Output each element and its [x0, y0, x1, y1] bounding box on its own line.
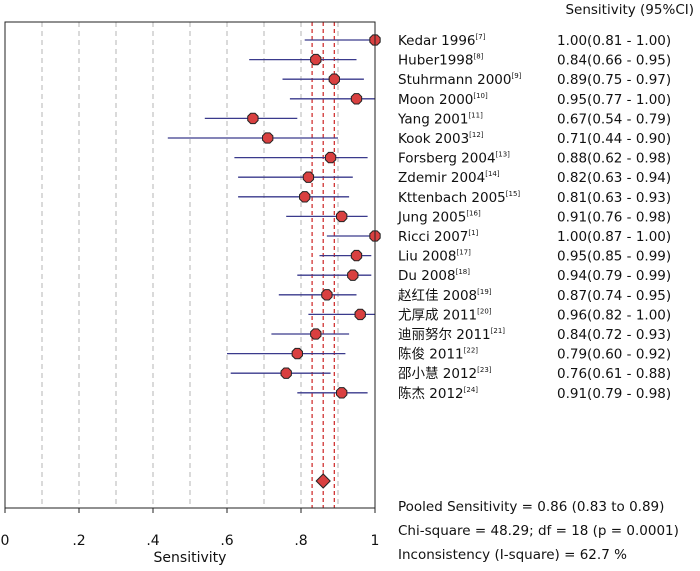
study-reference: [8]	[474, 53, 484, 61]
pooled-reference-lines	[311, 22, 335, 508]
point-estimate-marker	[321, 289, 333, 301]
study-ci-value: 0.95(0.85 - 0.99)	[557, 249, 671, 265]
study-ci-value: 0.91(0.76 - 0.98)	[557, 209, 671, 225]
column-header: Sensitivity (95%CI)	[565, 2, 694, 18]
study-label: Yang 2001[11]	[397, 111, 483, 127]
study-ci-value: 0.71(0.44 - 0.90)	[557, 131, 671, 147]
study-ci-value: 1.00(0.81 - 1.00)	[557, 33, 671, 49]
study-reference: [11]	[468, 111, 483, 119]
study-reference: [20]	[477, 307, 492, 315]
x-tick-label: .2	[72, 533, 85, 549]
study-reference: [18]	[456, 268, 471, 276]
point-estimate-marker	[310, 328, 322, 340]
study-label: Stuhrmann 2000[9]	[398, 72, 522, 88]
study-label: Ricci 2007[1]	[398, 229, 479, 245]
point-estimate-marker	[328, 73, 340, 85]
study-ci-value: 0.67(0.54 - 0.79)	[557, 111, 671, 127]
point-estimate-marker	[336, 210, 348, 223]
point-estimate-marker	[324, 151, 337, 164]
study-ci-value: 0.84(0.72 - 0.93)	[557, 327, 671, 343]
x-tick-label: .4	[146, 533, 159, 549]
study-reference: [10]	[473, 92, 488, 100]
point-estimate-marker	[280, 367, 292, 379]
point-estimate-marker	[354, 308, 366, 321]
x-tick-label: 1	[371, 533, 380, 549]
point-estimate-marker	[350, 249, 363, 262]
plot-frame	[4, 21, 376, 509]
point-estimate-marker	[302, 171, 315, 183]
grid-lines	[41, 22, 339, 508]
study-label: 陈杰 2012[24]	[398, 385, 478, 402]
study-reference: [19]	[477, 288, 492, 296]
study-reference: [16]	[466, 209, 481, 217]
study-label: Kook 2003[12]	[398, 131, 484, 147]
study-reference: [22]	[464, 347, 479, 355]
study-label: Huber1998[8]	[398, 53, 484, 69]
point-estimate-marker	[262, 132, 274, 144]
study-rows: Kedar 1996[7] 1.00(0.81 - 1.00) Huber1998[…	[167, 33, 671, 402]
study-ci-value: 0.89(0.75 - 0.97)	[557, 72, 671, 88]
study-label: 迪丽努尔 2011[21]	[398, 327, 505, 343]
study-label: Zdemir 2004[14]	[398, 170, 500, 186]
study-ci-value: 0.82(0.63 - 0.94)	[557, 170, 671, 186]
x-tick-label: .8	[294, 533, 307, 549]
x-tick-label: 0	[1, 533, 10, 549]
study-ci-value: 0.79(0.60 - 0.92)	[557, 347, 671, 363]
study-ci-value: 0.94(0.79 - 0.99)	[557, 268, 671, 284]
study-reference: [23]	[477, 366, 492, 374]
study-reference: [13]	[496, 151, 511, 159]
study-ci-value: 0.95(0.77 - 1.00)	[557, 92, 671, 108]
x-axis-ticks: 0 .2 .4 .6 .8 1	[1, 508, 380, 549]
pooled-estimate	[315, 473, 331, 489]
study-reference: [1]	[468, 229, 478, 237]
study-reference: [15]	[506, 190, 521, 198]
study-ci-value: 0.88(0.62 - 0.98)	[557, 151, 671, 167]
study-ci-value: 0.87(0.74 - 0.95)	[557, 288, 671, 304]
point-estimate-marker	[347, 269, 359, 281]
study-label: 邵小慧 2012[23]	[398, 366, 492, 382]
study-label: Kttenbach 2005[15]	[398, 190, 520, 206]
study-label: Jung 2005[16]	[397, 209, 481, 225]
study-label: 陈俊 2011[22]	[398, 346, 478, 363]
study-label: Moon 2000[10]	[398, 92, 488, 108]
study-reference: [24]	[464, 386, 479, 394]
summary-stat-line: Chi-square = 48.29; df = 18 (p = 0.0001)	[398, 523, 679, 539]
point-estimate-marker	[299, 191, 311, 203]
study-reference: [17]	[456, 249, 471, 257]
study-ci-value: 0.84(0.66 - 0.95)	[557, 53, 671, 69]
study-label: Kedar 1996[7]	[398, 33, 486, 49]
study-ci-value: 0.91(0.79 - 0.98)	[557, 386, 671, 402]
point-estimate-marker	[247, 112, 259, 125]
summary-stats: Pooled Sensitivity = 0.86 (0.83 to 0.89)…	[398, 499, 679, 563]
point-estimate-marker	[350, 93, 363, 105]
study-label: 赵红佳 2008[19]	[398, 288, 492, 304]
study-reference: [7]	[476, 33, 486, 41]
study-label: Forsberg 2004[13]	[398, 151, 510, 167]
study-reference: [9]	[511, 72, 521, 80]
study-ci-value: 0.76(0.61 - 0.88)	[557, 366, 671, 382]
study-label: 尤厚成 2011[20]	[398, 307, 492, 323]
x-axis-label: Sensitivity	[154, 550, 227, 566]
point-estimate-marker	[310, 53, 322, 66]
study-reference: [21]	[491, 327, 506, 335]
study-ci-value: 1.00(0.87 - 1.00)	[557, 229, 671, 245]
study-label: Liu 2008[17]	[398, 249, 471, 265]
study-ci-value: 0.81(0.63 - 0.93)	[557, 190, 671, 206]
summary-stat-line: Pooled Sensitivity = 0.86 (0.83 to 0.89)	[398, 499, 664, 515]
study-label: Du 2008[18]	[398, 268, 470, 284]
study-reference: [14]	[485, 170, 500, 178]
study-ci-value: 0.96(0.82 - 1.00)	[557, 307, 671, 323]
point-estimate-marker	[291, 347, 303, 360]
pooled-diamond	[315, 473, 331, 489]
x-tick-label: .6	[220, 533, 233, 549]
point-estimate-marker	[336, 387, 348, 399]
summary-stat-line: Inconsistency (I-square) = 62.7 %	[398, 547, 627, 563]
study-reference: [12]	[469, 131, 484, 139]
